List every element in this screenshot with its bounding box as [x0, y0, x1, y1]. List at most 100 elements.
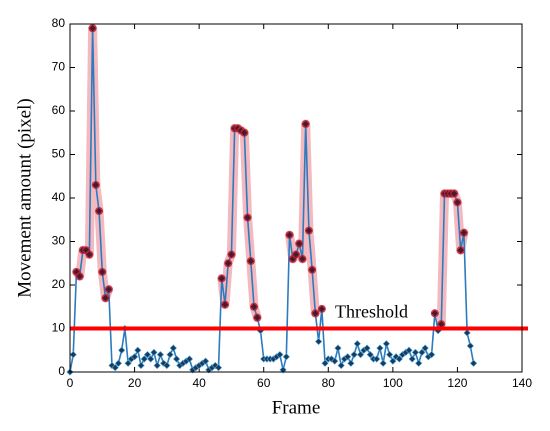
marker	[218, 275, 225, 282]
marker	[163, 361, 171, 370]
marker	[463, 329, 471, 337]
plot-frame	[69, 23, 523, 373]
marker	[95, 207, 103, 215]
x-tick-label: 140	[512, 376, 532, 390]
marker	[466, 342, 474, 350]
marker	[469, 359, 478, 367]
marker	[166, 350, 174, 359]
marker	[228, 251, 235, 258]
marker	[305, 227, 313, 234]
marker	[156, 350, 165, 359]
marker	[211, 361, 219, 370]
marker	[344, 353, 352, 361]
marker	[250, 303, 258, 310]
marker	[373, 355, 381, 363]
marker	[337, 361, 345, 370]
marker	[102, 294, 109, 302]
x-tick-label: 60	[257, 376, 271, 390]
marker	[241, 129, 248, 136]
x-tick-label: 120	[447, 376, 467, 390]
marker	[172, 355, 181, 363]
marker	[143, 350, 152, 359]
marker	[289, 255, 296, 263]
y-tick-label: 60	[52, 103, 66, 117]
marker	[140, 355, 148, 363]
marker	[427, 350, 436, 359]
marker	[366, 350, 374, 359]
marker	[302, 120, 309, 128]
marker	[438, 320, 445, 328]
data-line	[69, 28, 475, 373]
marker	[153, 361, 161, 370]
marker	[114, 359, 123, 367]
marker	[76, 273, 83, 280]
marker	[382, 340, 391, 348]
marker	[160, 359, 168, 367]
marker	[296, 240, 303, 247]
marker	[286, 231, 293, 239]
marker	[418, 348, 426, 357]
marker	[221, 301, 229, 308]
marker	[69, 350, 77, 359]
marker	[356, 350, 365, 359]
marker	[395, 355, 403, 363]
marker	[147, 355, 155, 363]
marker	[118, 346, 126, 354]
marker	[331, 357, 339, 365]
marker	[299, 255, 306, 263]
marker	[308, 266, 316, 273]
marker	[454, 199, 461, 206]
marker	[415, 359, 423, 367]
marker	[457, 247, 464, 254]
marker	[225, 260, 232, 267]
x-tick-label: 20	[128, 376, 142, 390]
marker	[282, 353, 290, 361]
marker	[201, 357, 210, 365]
marker	[169, 344, 177, 352]
y-axis-title: Movement amount (pixel)	[14, 98, 35, 297]
marker	[363, 344, 371, 352]
marker	[111, 364, 119, 372]
y-tick-label: 10	[52, 321, 66, 335]
marker	[124, 359, 132, 367]
marker	[353, 340, 361, 348]
marker	[150, 348, 158, 357]
marker	[411, 348, 420, 357]
marker	[350, 350, 358, 359]
marker	[376, 344, 384, 352]
marker	[405, 346, 413, 354]
marker	[292, 251, 300, 258]
y-tick-label: 70	[52, 60, 66, 74]
marker	[312, 310, 319, 317]
y-tick-label: 40	[52, 190, 66, 204]
x-tick-label: 80	[322, 376, 336, 390]
marker	[334, 344, 342, 352]
marker	[105, 286, 112, 293]
marker	[408, 355, 416, 363]
marker	[276, 350, 284, 359]
y-tick-label: 80	[52, 16, 66, 30]
x-tick-label: 100	[383, 376, 403, 390]
threshold-label: Threshold	[335, 302, 408, 322]
y-tick-label: 50	[52, 147, 66, 161]
y-tick-label: 0	[58, 364, 65, 378]
marker	[99, 268, 106, 276]
marker	[389, 357, 397, 365]
x-axis-title: Frame	[272, 397, 321, 418]
marker	[460, 229, 468, 236]
y-tick-label: 20	[52, 277, 66, 291]
marker	[185, 355, 194, 363]
marker	[321, 359, 329, 367]
marker	[314, 337, 323, 346]
marker	[421, 344, 429, 352]
marker	[86, 251, 93, 258]
marker	[318, 305, 326, 313]
y-tick-label: 30	[52, 234, 66, 248]
marker	[130, 353, 139, 361]
marker	[244, 214, 251, 221]
marker	[137, 361, 145, 370]
marker	[386, 350, 394, 359]
marker	[92, 181, 100, 189]
x-tick-label: 0	[67, 376, 74, 390]
